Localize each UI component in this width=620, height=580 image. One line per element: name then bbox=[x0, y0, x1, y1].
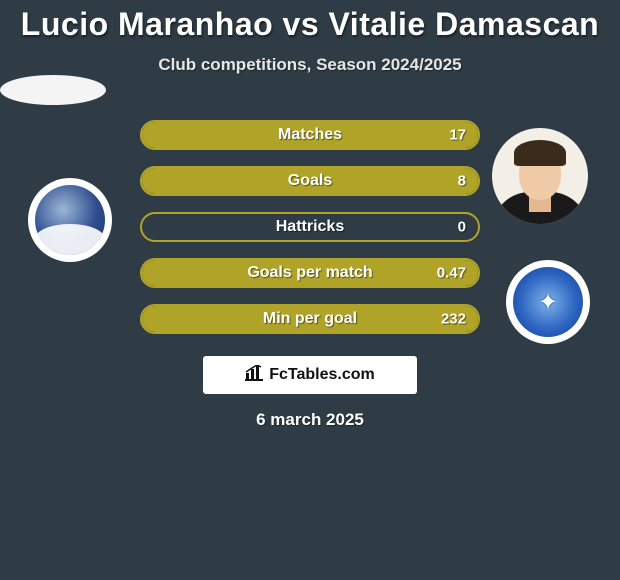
stats-bars: Matches17 Goals8 Hattricks0 Goals per match… bbox=[140, 120, 480, 350]
stat-row: Goals8 bbox=[140, 166, 480, 196]
stat-value-right: 8 bbox=[458, 173, 466, 190]
page-title: Lucio Maranhao vs Vitalie Damascan bbox=[0, 0, 620, 43]
stat-row: Matches17 bbox=[140, 120, 480, 150]
club-left-badge bbox=[28, 178, 112, 262]
stat-row: Hattricks0 bbox=[140, 212, 480, 242]
brand-label: FcTables.com bbox=[269, 366, 375, 384]
stat-label: Goals bbox=[142, 172, 478, 190]
stat-value-right: 0.47 bbox=[437, 265, 466, 282]
stat-value-right: 232 bbox=[441, 311, 466, 328]
player-left-avatar bbox=[0, 75, 106, 105]
stat-label: Min per goal bbox=[142, 310, 478, 328]
star-icon: ✦ bbox=[538, 288, 558, 317]
date-label: 6 march 2025 bbox=[0, 410, 620, 430]
stat-label: Matches bbox=[142, 126, 478, 144]
stat-row: Goals per match0.47 bbox=[140, 258, 480, 288]
stat-value-right: 0 bbox=[458, 219, 466, 236]
chart-icon bbox=[245, 365, 263, 386]
club-right-badge: ✦ bbox=[506, 260, 590, 344]
page-subtitle: Club competitions, Season 2024/2025 bbox=[0, 55, 620, 75]
club-left-badge-inner bbox=[35, 185, 105, 255]
avatar-hair bbox=[514, 140, 566, 166]
brand-box: FcTables.com bbox=[203, 356, 417, 394]
stat-value-right: 17 bbox=[449, 127, 466, 144]
stat-row: Min per goal232 bbox=[140, 304, 480, 334]
stat-label: Goals per match bbox=[142, 264, 478, 282]
player-right-avatar bbox=[492, 128, 588, 224]
infographic-root: Lucio Maranhao vs Vitalie Damascan Club … bbox=[0, 0, 620, 580]
club-right-badge-inner: ✦ bbox=[513, 267, 583, 337]
stat-label: Hattricks bbox=[142, 218, 478, 236]
